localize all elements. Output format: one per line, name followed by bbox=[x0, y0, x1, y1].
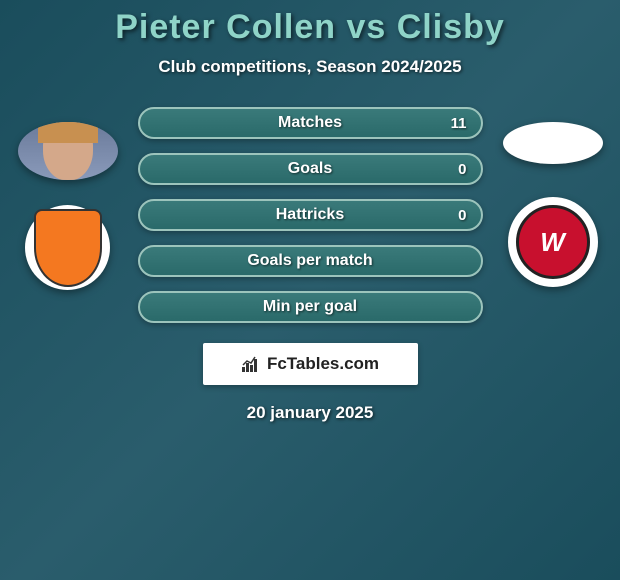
left-player-column bbox=[18, 107, 118, 290]
stat-row-goals-per-match: Goals per match bbox=[138, 245, 483, 277]
page-title: Pieter Collen vs Clisby bbox=[0, 8, 620, 47]
avatar-hair-icon bbox=[38, 122, 98, 143]
player2-club-badge: W bbox=[508, 197, 598, 287]
wanderers-badge-icon: W bbox=[516, 205, 590, 279]
stat-label: Matches bbox=[278, 114, 342, 132]
brand-text: FcTables.com bbox=[267, 354, 379, 374]
stats-column: Matches 11 Goals 0 Hattricks 0 Goals per… bbox=[138, 107, 483, 323]
stat-row-goals: Goals 0 bbox=[138, 153, 483, 185]
subtitle: Club competitions, Season 2024/2025 bbox=[0, 57, 620, 77]
bar-chart-icon bbox=[241, 355, 261, 373]
stat-row-hattricks: Hattricks 0 bbox=[138, 199, 483, 231]
stat-value-right: 11 bbox=[451, 115, 467, 132]
stat-row-min-per-goal: Min per goal bbox=[138, 291, 483, 323]
stat-label: Hattricks bbox=[276, 206, 344, 224]
stat-row-matches: Matches 11 bbox=[138, 107, 483, 139]
wanderers-w-icon: W bbox=[540, 227, 565, 258]
comparison-card: Pieter Collen vs Clisby Club competition… bbox=[0, 0, 620, 423]
content-row: Matches 11 Goals 0 Hattricks 0 Goals per… bbox=[0, 107, 620, 323]
avatar-face-icon bbox=[43, 122, 93, 180]
player2-avatar bbox=[503, 122, 603, 164]
right-player-column: W bbox=[503, 107, 603, 287]
stat-label: Min per goal bbox=[263, 298, 357, 316]
stat-value-right: 0 bbox=[458, 207, 466, 224]
stat-label: Goals per match bbox=[247, 252, 372, 270]
stat-label: Goals bbox=[288, 160, 332, 178]
player1-avatar bbox=[18, 122, 118, 180]
brand-attribution[interactable]: FcTables.com bbox=[203, 343, 418, 385]
stat-value-right: 0 bbox=[458, 161, 466, 178]
date-label: 20 january 2025 bbox=[0, 403, 620, 423]
brisbane-roar-badge-icon bbox=[34, 209, 102, 287]
player1-club-badge bbox=[25, 205, 110, 290]
